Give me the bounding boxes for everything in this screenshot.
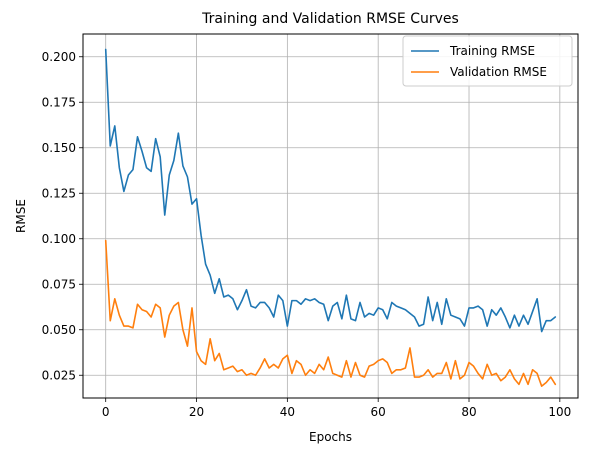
- plot-area-frame: [82, 33, 579, 399]
- y-tick-label: 0.050: [42, 323, 76, 337]
- x-tick-label: 20: [189, 405, 204, 419]
- x-tick-label: 60: [371, 405, 386, 419]
- legend: Training RMSE Validation RMSE: [402, 35, 573, 87]
- y-axis-ticks: 0.025 0.050 0.075 0.100 0.125 0.150 0.175 0.200: [42, 50, 83, 382]
- legend-box: [402, 35, 573, 87]
- y-tick-label: 0.075: [42, 277, 76, 291]
- y-tick-label: 0.175: [42, 95, 76, 109]
- x-axis-ticks: 0 20 40 60 80 100: [102, 398, 571, 419]
- x-tick-label: 0: [102, 405, 110, 419]
- x-tick-label: 40: [280, 405, 295, 419]
- series-line-validation: [104, 239, 557, 387]
- chart-title: Training and Validation RMSE Curves: [201, 11, 459, 27]
- y-tick-label: 0.025: [42, 368, 76, 382]
- series-line-training: [104, 48, 557, 333]
- y-tick-label: 0.100: [42, 232, 76, 246]
- legend-label: Validation RMSE: [450, 65, 547, 79]
- x-axis-title: Epochs: [309, 430, 352, 444]
- x-tick-label: 80: [461, 405, 476, 419]
- x-tick-label: 100: [548, 405, 571, 419]
- y-tick-label: 0.150: [42, 141, 76, 155]
- legend-label: Training RMSE: [449, 44, 535, 58]
- y-axis-title: RMSE: [14, 199, 28, 233]
- y-tick-label: 0.200: [42, 50, 76, 64]
- series-lines: [104, 48, 557, 387]
- y-tick-label: 0.125: [42, 186, 76, 200]
